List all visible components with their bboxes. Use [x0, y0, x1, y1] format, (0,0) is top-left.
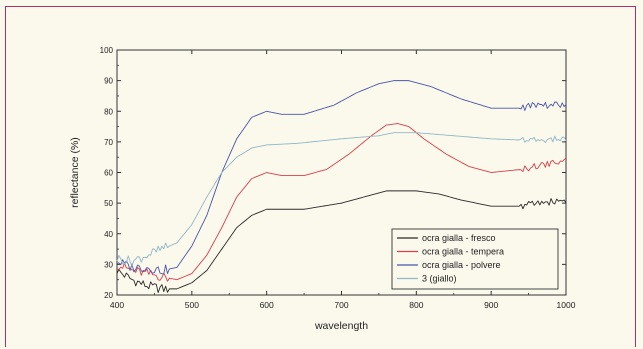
y-tick-label: 20 [104, 291, 113, 300]
y-tick-label: 30 [104, 260, 113, 269]
y-axis-label: reflectance (%) [69, 137, 81, 208]
legend-label-1: ocra gialla - fresco [422, 233, 496, 243]
y-tick-label: 60 [104, 169, 113, 178]
x-axis-label: wavelength [314, 320, 368, 332]
y-tick-label: 70 [104, 138, 113, 147]
x-tick-label: 800 [409, 300, 423, 310]
x-tick-label: 400 [110, 300, 124, 310]
series-line-1 [116, 190, 567, 294]
figure-frame [5, 6, 636, 347]
x-tick-label: 700 [334, 300, 348, 310]
series-line-4 [116, 132, 567, 267]
legend-box [391, 228, 559, 290]
series-line-3 [116, 80, 567, 275]
y-tick-label: 40 [104, 230, 113, 239]
y-tick-label: 90 [104, 77, 113, 86]
x-tick-label: 600 [260, 300, 274, 310]
y-tick-label: 50 [104, 199, 113, 208]
y-tick-label: 80 [104, 107, 113, 116]
x-tick-label: 1000 [557, 300, 576, 310]
y-tick-label: 100 [100, 46, 114, 55]
legend-label-2: ocra gialla - tempera [422, 247, 504, 257]
series-line-2 [116, 123, 567, 282]
x-tick-label: 500 [185, 300, 199, 310]
legend-label-4: 3 (giallo) [422, 274, 457, 284]
legend-label-3: ocra gialla - polvere [422, 260, 501, 270]
x-tick-label: 900 [484, 300, 498, 310]
